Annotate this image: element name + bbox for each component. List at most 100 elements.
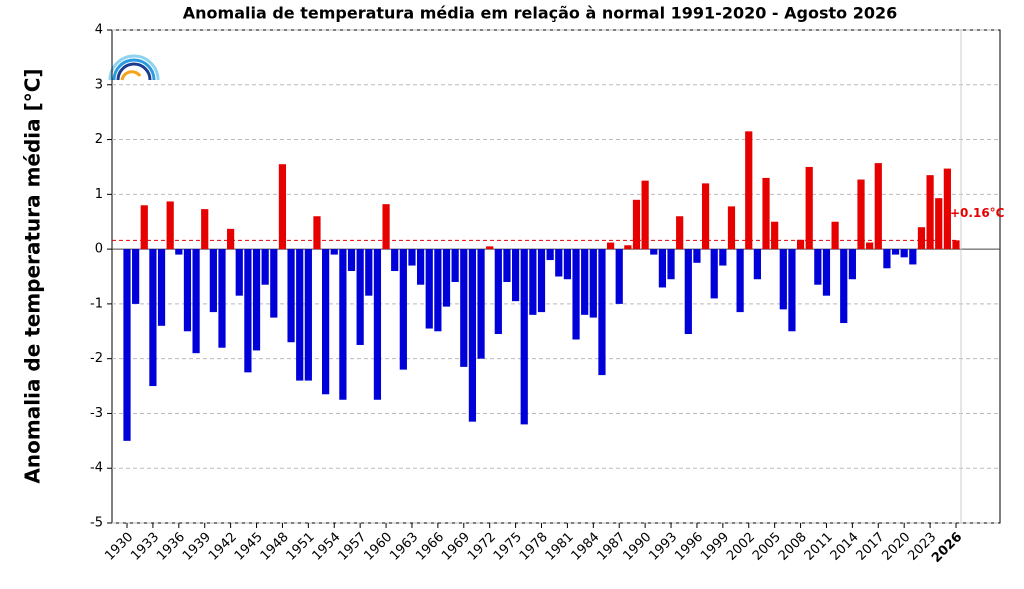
bar (373, 249, 382, 400)
x-tick-label: 1954 (310, 530, 344, 564)
bar (589, 249, 597, 318)
x-tick-label: 1996 (672, 530, 706, 564)
bar (399, 249, 407, 370)
bar (779, 249, 787, 310)
bar (909, 249, 917, 265)
y-tick-label: -3 (90, 406, 103, 421)
bar (503, 249, 511, 282)
bar (624, 245, 632, 250)
bar (296, 249, 304, 381)
bar (132, 249, 140, 304)
bar (166, 201, 174, 250)
bar (468, 249, 477, 422)
x-tick-label: 1993 (646, 530, 680, 564)
bar (857, 179, 865, 250)
y-tick-label: -1 (90, 296, 103, 311)
x-tick-label: 1930 (102, 530, 136, 564)
x-tick-label: 1936 (154, 530, 188, 564)
y-tick-label: 4 (95, 23, 103, 38)
bar (693, 249, 701, 263)
chart-title: Anomalia de temperatura média em relação… (183, 4, 897, 23)
bar (330, 249, 338, 255)
x-tick-label: 1990 (620, 530, 654, 564)
bar (382, 204, 390, 250)
bar (667, 249, 675, 280)
bar (822, 249, 831, 296)
logo (108, 54, 160, 81)
bar (926, 175, 934, 250)
x-tick-label: 1981 (543, 530, 577, 564)
bar (520, 249, 528, 425)
bar (123, 249, 131, 441)
bar (235, 249, 243, 296)
bar (598, 249, 606, 376)
bar (727, 206, 736, 250)
bar (209, 249, 217, 313)
bar (425, 249, 433, 329)
x-tick-label: 1975 (491, 530, 525, 564)
bar (417, 249, 425, 285)
x-tick-label: 1945 (232, 530, 266, 564)
bar (710, 249, 718, 299)
x-tick-label: 1957 (335, 530, 369, 564)
bar (745, 131, 753, 250)
x-tick-label: 1978 (517, 530, 551, 564)
bar (891, 249, 900, 255)
y-tick-label: 2 (95, 132, 103, 147)
bar (218, 249, 226, 348)
bar (848, 249, 856, 280)
bar (736, 249, 744, 313)
x-tick-label: 1963 (387, 530, 421, 564)
bar (175, 249, 183, 255)
x-tick-label: 1939 (180, 530, 214, 564)
x-tick-label: 1942 (206, 530, 240, 564)
bar (796, 239, 805, 250)
x-tick-label: 2011 (802, 530, 836, 564)
bar (494, 249, 502, 335)
x-tick-label: 2017 (854, 530, 888, 564)
bar (563, 249, 572, 280)
bar (762, 177, 770, 250)
y-tick-label: -5 (90, 516, 103, 531)
bar (278, 164, 287, 250)
bar (244, 249, 252, 373)
annotation: +0.16°C (950, 206, 1005, 220)
x-tick-label: 2026 (929, 530, 965, 566)
bar (434, 249, 442, 332)
bar (140, 205, 148, 250)
bar (477, 249, 485, 359)
x-tick-label: 1960 (361, 530, 395, 564)
bar (356, 249, 364, 345)
bar (192, 249, 200, 354)
bar (771, 221, 779, 250)
y-tick-label: -4 (90, 461, 103, 476)
bar (391, 249, 399, 272)
x-tick-label: 2014 (828, 530, 862, 564)
bar (719, 249, 727, 266)
bar (935, 198, 943, 250)
bar (900, 249, 908, 258)
bar (252, 249, 261, 351)
bar (555, 249, 563, 277)
bar (650, 249, 658, 255)
bar (511, 249, 520, 302)
bar (347, 249, 356, 272)
bar (701, 183, 710, 250)
bar (866, 242, 874, 250)
bar (313, 216, 321, 250)
bar (460, 249, 468, 367)
bar (658, 249, 666, 288)
x-tick-label: 1951 (284, 530, 318, 564)
bar (486, 246, 494, 250)
y-axis-title: Anomalia de temperatura média [°C] (21, 68, 45, 483)
bar (442, 249, 451, 307)
bar (684, 249, 692, 335)
x-tick-label: 1948 (258, 530, 292, 564)
bar (201, 209, 209, 250)
x-tick-label: 2008 (776, 530, 810, 564)
bar (788, 249, 796, 332)
bar (606, 242, 615, 250)
bar (641, 180, 649, 250)
bar (917, 227, 926, 250)
